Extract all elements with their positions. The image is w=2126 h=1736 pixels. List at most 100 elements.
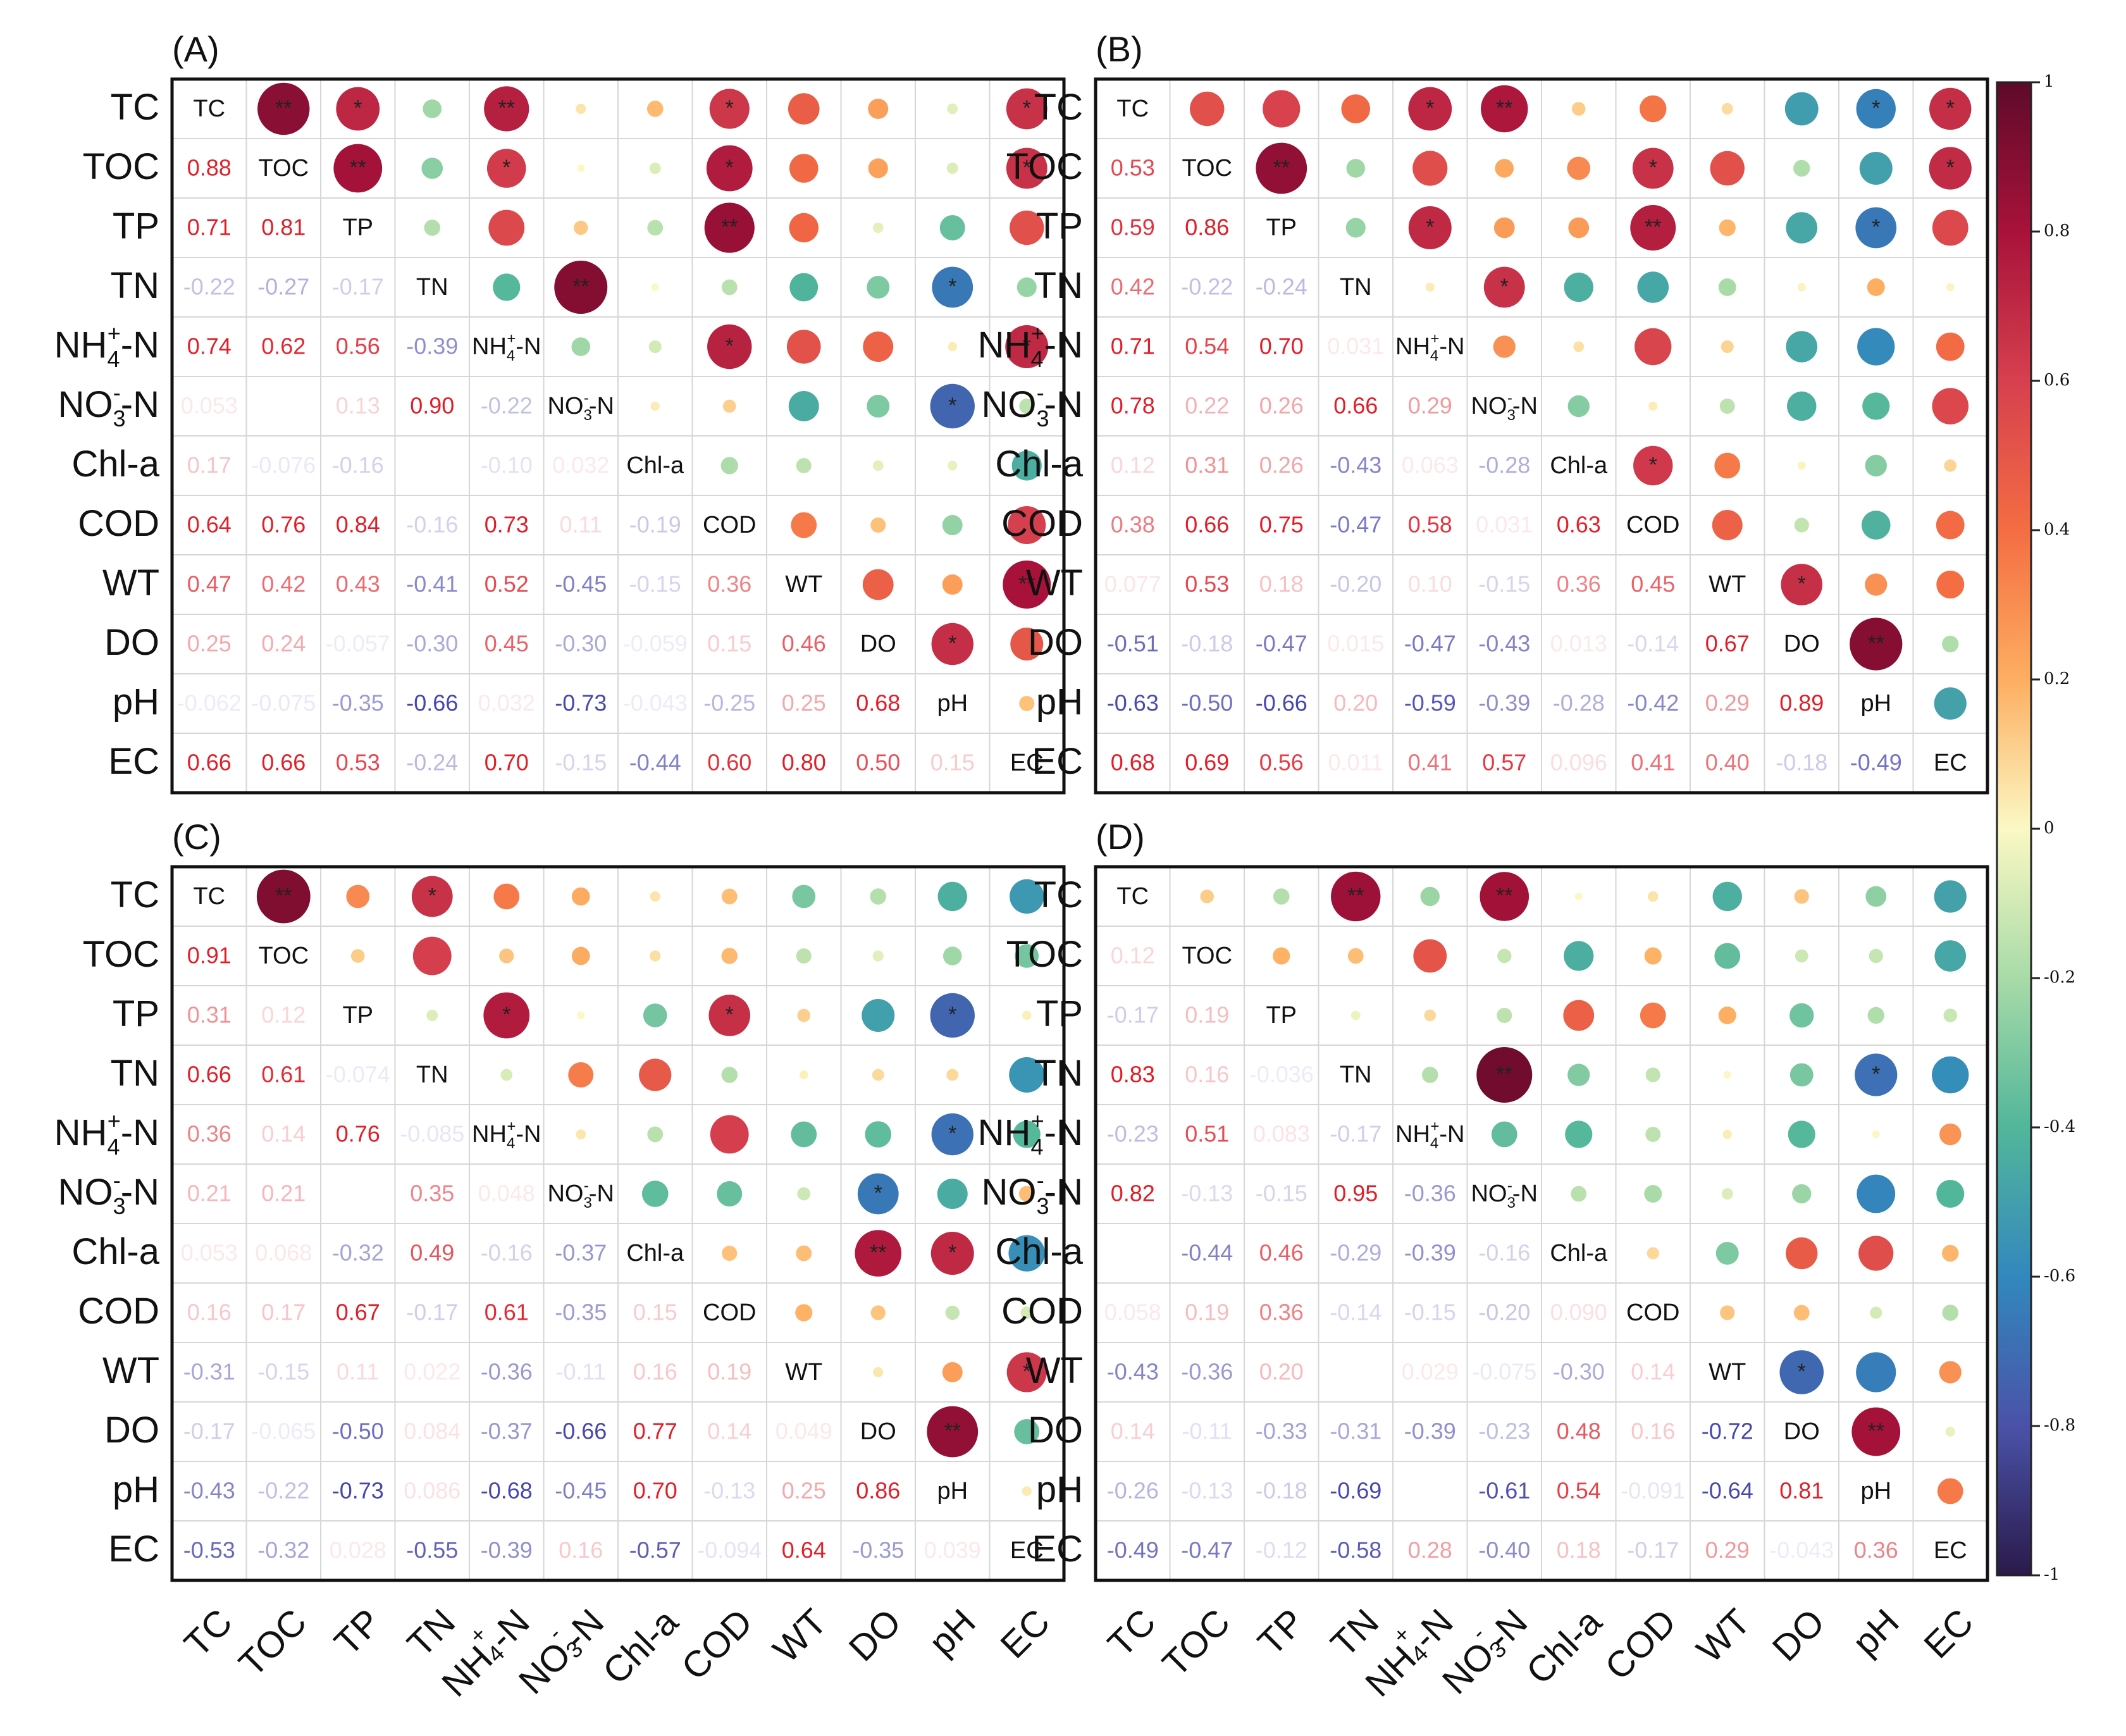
column-label: pH bbox=[921, 1601, 983, 1663]
correlation-circle bbox=[493, 883, 520, 910]
correlation-circle bbox=[1331, 871, 1381, 922]
coefficient-label: -0.28 bbox=[1553, 690, 1605, 716]
row-label: DO bbox=[104, 622, 159, 663]
correlation-circle bbox=[1640, 1002, 1666, 1029]
correlation-circle bbox=[789, 213, 819, 243]
correlation-circle bbox=[648, 340, 662, 353]
diagonal-label: Chl-a bbox=[626, 452, 684, 479]
row-label: TN bbox=[111, 1053, 159, 1094]
correlation-circle bbox=[872, 460, 884, 471]
coefficient-label: 0.086 bbox=[404, 1478, 460, 1504]
coefficient-label: -0.24 bbox=[406, 750, 458, 776]
correlation-circle bbox=[1644, 1185, 1662, 1203]
significance-star: ** bbox=[721, 215, 738, 239]
correlation-circle bbox=[870, 518, 886, 533]
coefficient-label: 0.81 bbox=[1779, 1478, 1824, 1504]
correlation-circle bbox=[1010, 879, 1044, 914]
coefficient-label: -0.63 bbox=[1107, 690, 1159, 716]
coefficient-label: -0.17 bbox=[1330, 1121, 1381, 1147]
correlation-circle bbox=[1865, 573, 1888, 596]
correlation-circle bbox=[1784, 92, 1819, 126]
significance-star: ** bbox=[1273, 156, 1290, 180]
correlation-circle bbox=[1497, 1008, 1512, 1023]
diagonal-label: COD bbox=[703, 512, 756, 538]
correlation-circle bbox=[1934, 940, 1967, 972]
correlation-circle bbox=[1003, 561, 1051, 609]
correlation-circle bbox=[647, 220, 664, 236]
coefficient-label: 0.53 bbox=[336, 750, 380, 776]
correlation-circle bbox=[942, 574, 963, 595]
coefficient-label: 0.022 bbox=[404, 1359, 460, 1385]
coefficient-label: 0.61 bbox=[261, 1062, 306, 1088]
correlation-circle bbox=[1856, 89, 1896, 129]
coefficient-label: -0.19 bbox=[629, 512, 681, 538]
coefficient-label: 0.36 bbox=[1259, 1299, 1304, 1325]
correlation-circle bbox=[350, 949, 365, 963]
correlation-circle bbox=[1200, 890, 1214, 903]
correlation-circle bbox=[333, 144, 383, 193]
coefficient-label: -0.16 bbox=[406, 512, 458, 538]
coefficient-label: 0.41 bbox=[1631, 750, 1675, 776]
correlation-circle bbox=[796, 948, 812, 964]
significance-star: * bbox=[726, 1003, 734, 1027]
coefficient-label: -0.39 bbox=[481, 1537, 533, 1563]
correlation-circle bbox=[1794, 518, 1809, 533]
diagonal-label: TC bbox=[1116, 96, 1149, 122]
coefficient-label: -0.47 bbox=[1181, 1537, 1233, 1563]
significance-star: * bbox=[726, 96, 734, 120]
correlation-circle bbox=[571, 946, 590, 965]
correlation-circle bbox=[1006, 147, 1048, 189]
coefficient-label: 0.42 bbox=[1111, 274, 1155, 300]
correlation-circle bbox=[937, 1179, 968, 1209]
row-label: NH4+-N bbox=[978, 1108, 1083, 1160]
correlation-circle bbox=[1190, 91, 1225, 127]
correlation-circle bbox=[1493, 335, 1516, 358]
coefficient-label: 0.11 bbox=[560, 512, 602, 538]
row-label: Chl-a bbox=[71, 443, 159, 485]
coefficient-label: -0.31 bbox=[1330, 1418, 1381, 1444]
coefficient-label: 0.53 bbox=[1111, 155, 1155, 181]
coefficient-label: 0.29 bbox=[1705, 1537, 1750, 1563]
correlation-circle bbox=[1789, 1063, 1814, 1087]
correlation-circle bbox=[872, 1069, 884, 1081]
correlation-circle bbox=[722, 1246, 738, 1261]
row-label: TOC bbox=[1006, 146, 1083, 187]
diagonal-label: DO bbox=[860, 631, 896, 657]
significance-star: ** bbox=[1868, 1419, 1884, 1443]
correlation-circle bbox=[1008, 1235, 1046, 1272]
correlation-circle bbox=[1869, 948, 1883, 964]
correlation-circle bbox=[942, 1362, 963, 1382]
correlation-circle bbox=[708, 995, 751, 1036]
diagonal-label: TP bbox=[1266, 214, 1297, 241]
correlation-circle bbox=[1946, 283, 1955, 292]
correlation-circle bbox=[1934, 880, 1967, 913]
coefficient-label: 0.38 bbox=[1111, 512, 1155, 538]
correlation-circle bbox=[1497, 948, 1512, 964]
correlation-circle bbox=[863, 332, 894, 362]
coefficient-label: -0.58 bbox=[1330, 1537, 1381, 1563]
coefficient-label: -0.036 bbox=[1249, 1062, 1314, 1088]
coefficient-label: 0.31 bbox=[1185, 452, 1229, 478]
correlation-circle bbox=[1412, 151, 1448, 186]
correlation-circle bbox=[1346, 159, 1366, 178]
coefficient-label: 0.029 bbox=[1402, 1359, 1459, 1385]
coefficient-label: -0.44 bbox=[629, 750, 681, 776]
correlation-circle bbox=[786, 330, 821, 364]
row-label: EC bbox=[1032, 741, 1083, 782]
coefficient-label: 0.70 bbox=[633, 1478, 677, 1504]
coefficient-label: 0.68 bbox=[856, 690, 900, 716]
correlation-circle bbox=[1350, 1010, 1361, 1020]
coefficient-label: -0.36 bbox=[1404, 1181, 1456, 1206]
column-label: EC bbox=[1916, 1601, 1981, 1666]
correlation-circle bbox=[256, 869, 311, 924]
coefficient-label: 0.12 bbox=[1111, 452, 1155, 478]
coefficient-label: 0.26 bbox=[1259, 393, 1304, 419]
coefficient-label: 0.56 bbox=[1259, 750, 1304, 776]
significance-star: * bbox=[1649, 453, 1657, 477]
correlation-circle bbox=[792, 884, 816, 908]
coefficient-label: 0.096 bbox=[1550, 750, 1607, 776]
diagonal-label: WT bbox=[785, 1359, 822, 1386]
coefficient-label: 0.54 bbox=[1185, 333, 1229, 359]
correlation-circle bbox=[942, 946, 962, 965]
correlation-circle bbox=[1568, 217, 1590, 239]
